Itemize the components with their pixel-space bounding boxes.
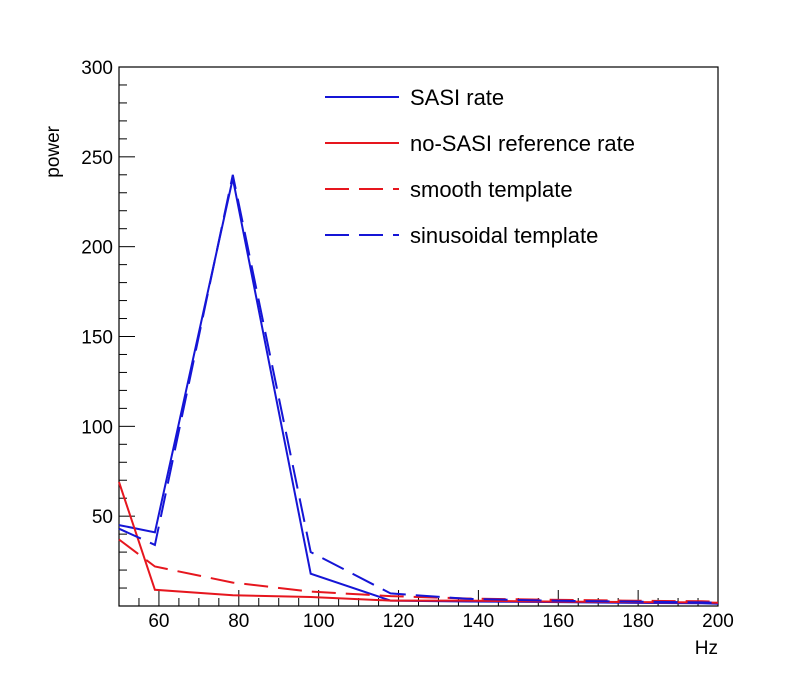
legend-label-4: sinusoidal template bbox=[410, 223, 598, 248]
y-tick-label: 200 bbox=[81, 238, 113, 259]
y-axis-label: power bbox=[43, 125, 64, 177]
series-line-3 bbox=[118, 538, 719, 603]
y-axis-tick-labels: 50 100 150 200 250 300 bbox=[81, 58, 113, 528]
legend-label-1: SASI rate bbox=[410, 85, 504, 110]
y-tick-label: 250 bbox=[81, 148, 113, 169]
series-lines bbox=[118, 174, 719, 605]
y-tick-label: 50 bbox=[92, 507, 113, 528]
series-line-4 bbox=[118, 174, 719, 604]
legend: SASI rate no-SASI reference rate smooth te… bbox=[325, 85, 635, 248]
x-axis-tick-labels: 60 80 100 120 140 160 180 200 bbox=[148, 611, 733, 632]
series-line-2 bbox=[118, 481, 719, 604]
x-tick-label: 160 bbox=[542, 611, 574, 632]
legend-label-2: no-SASI reference rate bbox=[410, 131, 635, 156]
y-tick-label: 300 bbox=[81, 58, 113, 79]
x-tick-label: 60 bbox=[148, 611, 169, 632]
x-tick-label: 180 bbox=[622, 611, 654, 632]
y-tick-label: 150 bbox=[81, 328, 113, 349]
x-axis-label: Hz bbox=[695, 638, 718, 659]
y-tick-label: 100 bbox=[81, 417, 113, 438]
y-axis-ticks bbox=[119, 84, 135, 589]
x-tick-label: 100 bbox=[303, 611, 335, 632]
x-tick-label: 80 bbox=[228, 611, 249, 632]
x-tick-label: 200 bbox=[702, 611, 734, 632]
x-tick-label: 140 bbox=[463, 611, 495, 632]
x-tick-label: 120 bbox=[383, 611, 415, 632]
legend-label-3: smooth template bbox=[410, 177, 573, 202]
